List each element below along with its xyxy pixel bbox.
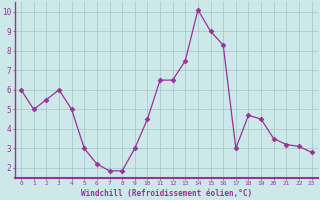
- X-axis label: Windchill (Refroidissement éolien,°C): Windchill (Refroidissement éolien,°C): [81, 189, 252, 198]
